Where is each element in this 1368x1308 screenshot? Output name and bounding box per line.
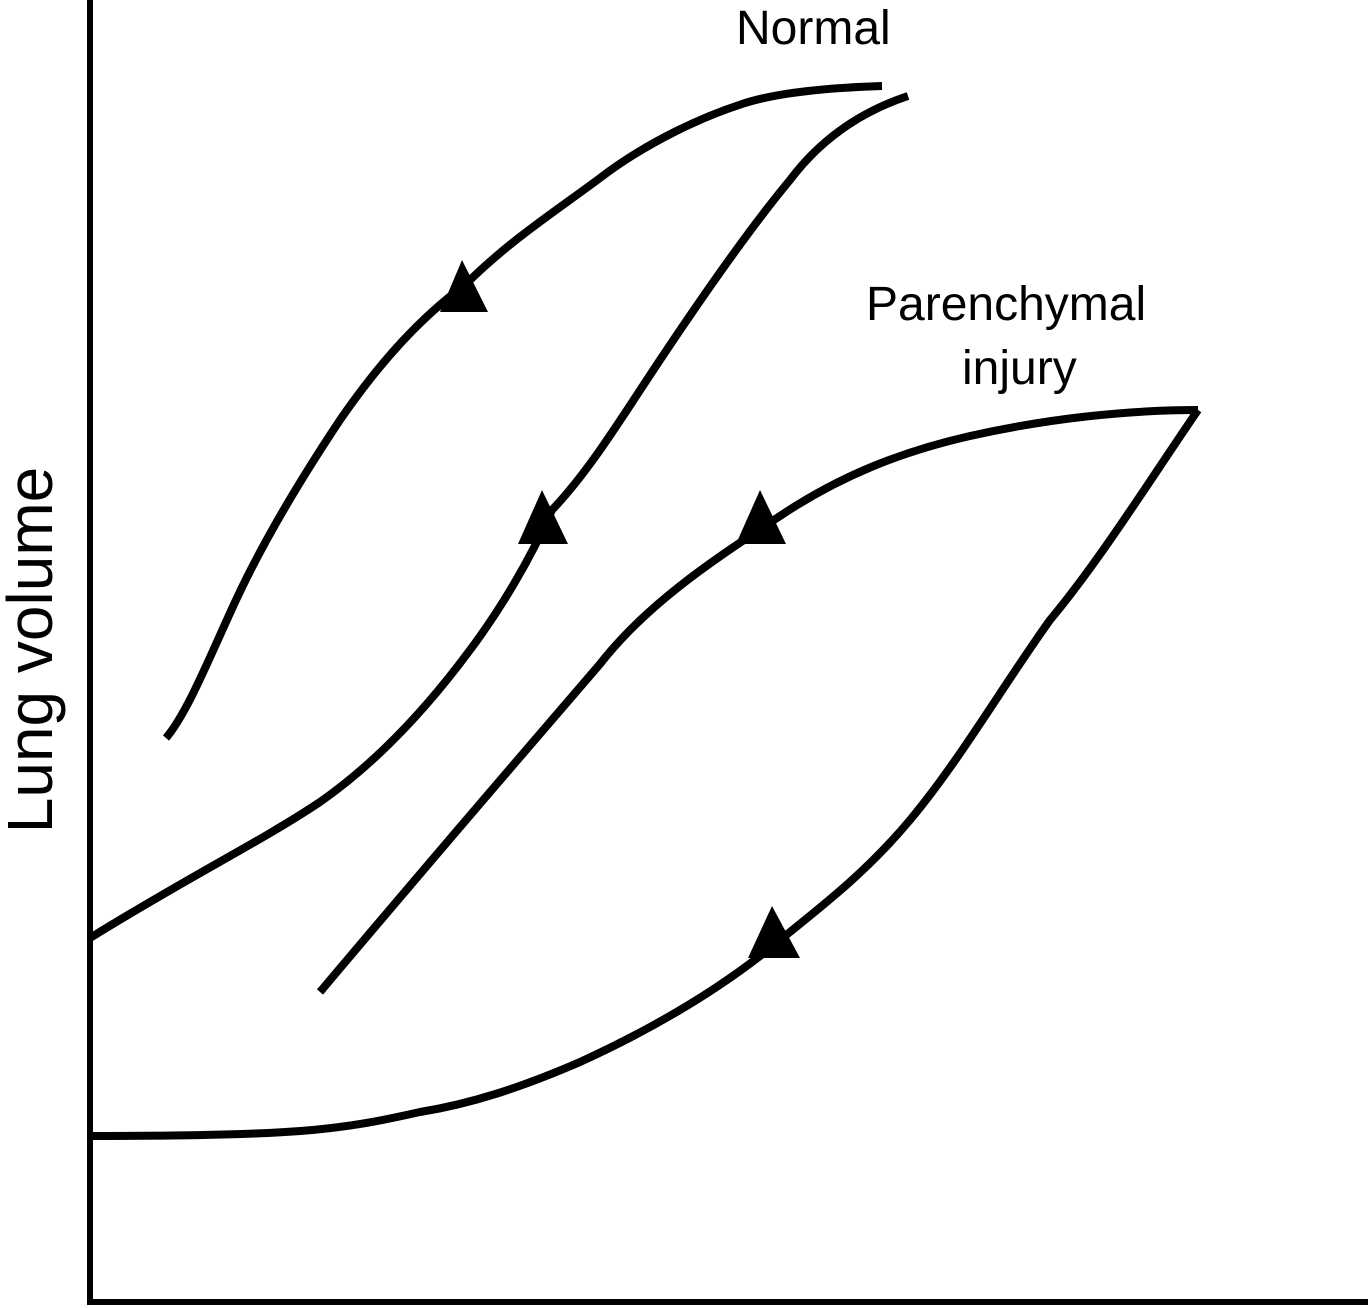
normal-inflation-arrowhead: [518, 490, 568, 544]
normal-deflation-curve: [162, 82, 883, 741]
normal-deflation-arrowhead: [440, 260, 488, 312]
injury-inflation-curve: [89, 407, 1202, 1140]
injury-inflation-arrowhead: [748, 906, 800, 958]
y-axis-label: Lung volume: [0, 467, 66, 833]
injury-label-line2: injury: [962, 342, 1077, 395]
normal-label: Normal: [736, 2, 891, 55]
injury-label-line1: Parenchymal: [866, 278, 1146, 331]
injury-deflation-arrowhead: [736, 490, 786, 544]
